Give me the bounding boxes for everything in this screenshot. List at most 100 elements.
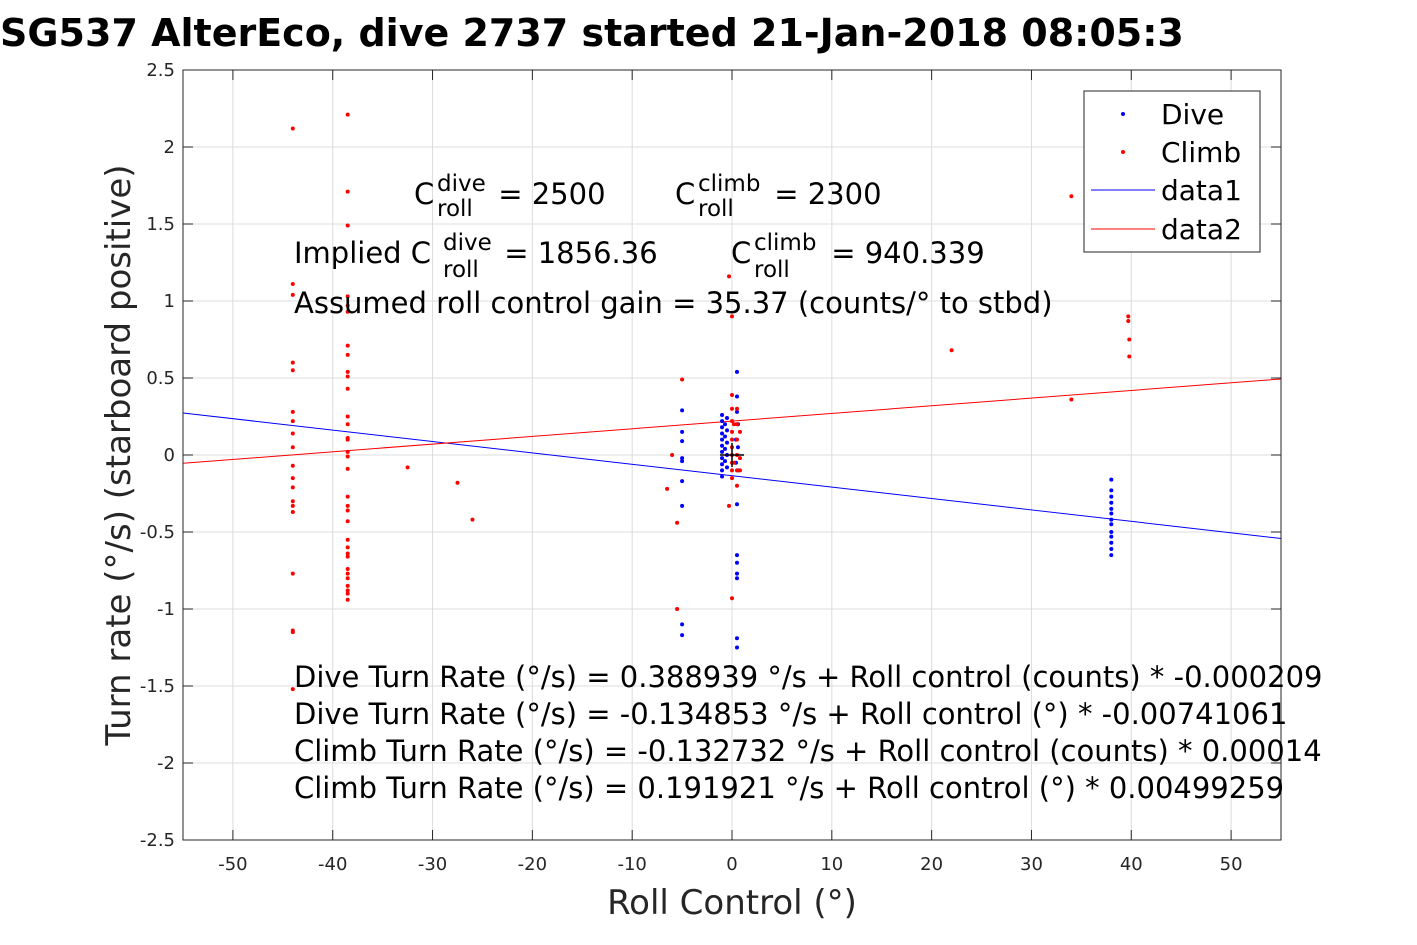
climb-point bbox=[734, 437, 739, 442]
fit-line-3: Climb Turn Rate (°/s) = -0.132732 °/s + … bbox=[294, 734, 1322, 768]
legend-data1-label: data1 bbox=[1161, 174, 1242, 207]
dive-point bbox=[725, 440, 730, 445]
climb-point bbox=[727, 274, 732, 279]
climb-point bbox=[734, 468, 739, 473]
c-roll-climb-sup: climb bbox=[698, 171, 760, 197]
climb-point bbox=[345, 545, 350, 550]
implied-dive-annotation: Implied C dive roll = 1856.36 bbox=[294, 230, 658, 283]
climb-point bbox=[345, 189, 350, 194]
climb-point bbox=[345, 449, 350, 454]
climb-point bbox=[345, 223, 350, 228]
climb-point bbox=[345, 494, 350, 499]
dive-point bbox=[720, 462, 725, 467]
climb-point bbox=[290, 292, 295, 297]
climb-point bbox=[345, 508, 350, 513]
climb-point bbox=[290, 445, 295, 450]
climb-point bbox=[345, 576, 350, 581]
dive-point bbox=[680, 459, 685, 464]
axis-ticks: -50 -40 -30 -20 -10 0 10 20 30 40 50-2.5-2-1.5-1-0… bbox=[140, 60, 1281, 875]
climb-point bbox=[675, 607, 680, 611]
climb-point bbox=[345, 554, 350, 559]
climb-point bbox=[730, 314, 734, 319]
climb-point bbox=[405, 465, 410, 470]
c-roll-climb-value: = 2300 bbox=[765, 177, 882, 211]
dive-point bbox=[720, 449, 725, 454]
dive-point bbox=[734, 645, 739, 650]
climb-point bbox=[345, 503, 350, 508]
y-tick-label: 0 bbox=[164, 445, 175, 466]
x-tick-label: 10 bbox=[820, 854, 843, 875]
y-tick-label: 1.5 bbox=[146, 214, 175, 235]
climb-point bbox=[345, 591, 350, 596]
x-tick-label: 0 bbox=[726, 854, 737, 875]
climb-point bbox=[290, 499, 295, 504]
dive-point bbox=[720, 468, 725, 473]
dive-point bbox=[720, 437, 725, 442]
dive-point bbox=[680, 408, 685, 413]
climb-point bbox=[730, 419, 734, 424]
c-roll-climb-base: C bbox=[675, 177, 695, 211]
climb-point bbox=[734, 483, 739, 488]
y-axis-label: Turn rate (°/s) (starboard positive) bbox=[99, 164, 139, 746]
climb-point bbox=[727, 503, 732, 508]
climb-point bbox=[1069, 194, 1074, 199]
climb-point bbox=[345, 597, 350, 602]
climb-point bbox=[345, 571, 350, 576]
climb-point bbox=[731, 422, 736, 427]
x-tick-label: -20 bbox=[518, 854, 547, 875]
legend-dive-label: Dive bbox=[1161, 98, 1224, 131]
legend-dive-marker bbox=[1121, 112, 1125, 116]
dive-point bbox=[1109, 477, 1114, 482]
climb-point bbox=[290, 431, 295, 436]
dive-point bbox=[723, 459, 728, 464]
climb-point bbox=[670, 453, 675, 457]
dive-point bbox=[1109, 517, 1114, 522]
y-tick-label: -0.5 bbox=[140, 522, 175, 543]
x-tick-label: -50 bbox=[218, 854, 247, 875]
climb-point bbox=[1126, 314, 1131, 319]
climb-point bbox=[290, 571, 295, 576]
dive-point bbox=[723, 434, 728, 439]
fit-line-1: Dive Turn Rate (°/s) = 0.388939 °/s + Ro… bbox=[294, 660, 1322, 694]
x-tick-label: -10 bbox=[617, 854, 646, 875]
dive-point bbox=[680, 633, 685, 638]
c-roll-climb-sub: roll bbox=[698, 196, 734, 222]
dive-point bbox=[723, 446, 728, 451]
climb-point bbox=[737, 429, 742, 434]
x-tick-label: 20 bbox=[920, 854, 943, 875]
climb-point bbox=[290, 409, 295, 414]
climb-point bbox=[949, 348, 954, 353]
legend-climb-marker bbox=[1121, 150, 1125, 154]
x-tick-label: -30 bbox=[418, 854, 447, 875]
fit-line-4: Climb Turn Rate (°/s) = 0.191921 °/s + R… bbox=[294, 771, 1284, 805]
dive-point bbox=[1109, 546, 1114, 551]
dive-point bbox=[680, 503, 685, 508]
dive-point bbox=[680, 479, 685, 484]
climb-point bbox=[345, 112, 350, 117]
climb-point bbox=[345, 374, 350, 379]
climb-point bbox=[730, 437, 734, 442]
c-roll-dive-value: = 2500 bbox=[489, 177, 606, 211]
climb-point bbox=[345, 437, 350, 442]
x-tick-label: 50 bbox=[1220, 854, 1243, 875]
dive-point bbox=[1109, 530, 1114, 534]
fit-line-2: Dive Turn Rate (°/s) = -0.134853 °/s + R… bbox=[294, 697, 1287, 731]
x-tick-label: 40 bbox=[1120, 854, 1143, 875]
dive-point bbox=[680, 622, 685, 627]
dive-point bbox=[1109, 500, 1114, 505]
climb-point bbox=[345, 303, 350, 308]
climb-point bbox=[1127, 354, 1132, 359]
dive-point bbox=[720, 419, 725, 424]
dive-point bbox=[1109, 494, 1114, 499]
climb-point bbox=[345, 566, 350, 571]
dive-point bbox=[725, 416, 730, 421]
center-cross-mark bbox=[720, 443, 744, 467]
climb-point bbox=[345, 551, 350, 556]
climb-point bbox=[345, 414, 350, 419]
climb-point bbox=[290, 419, 295, 424]
y-tick-label: -1 bbox=[157, 599, 175, 620]
climb-point bbox=[345, 386, 350, 391]
dive-point bbox=[734, 394, 739, 399]
x-tick-label: -40 bbox=[318, 854, 347, 875]
